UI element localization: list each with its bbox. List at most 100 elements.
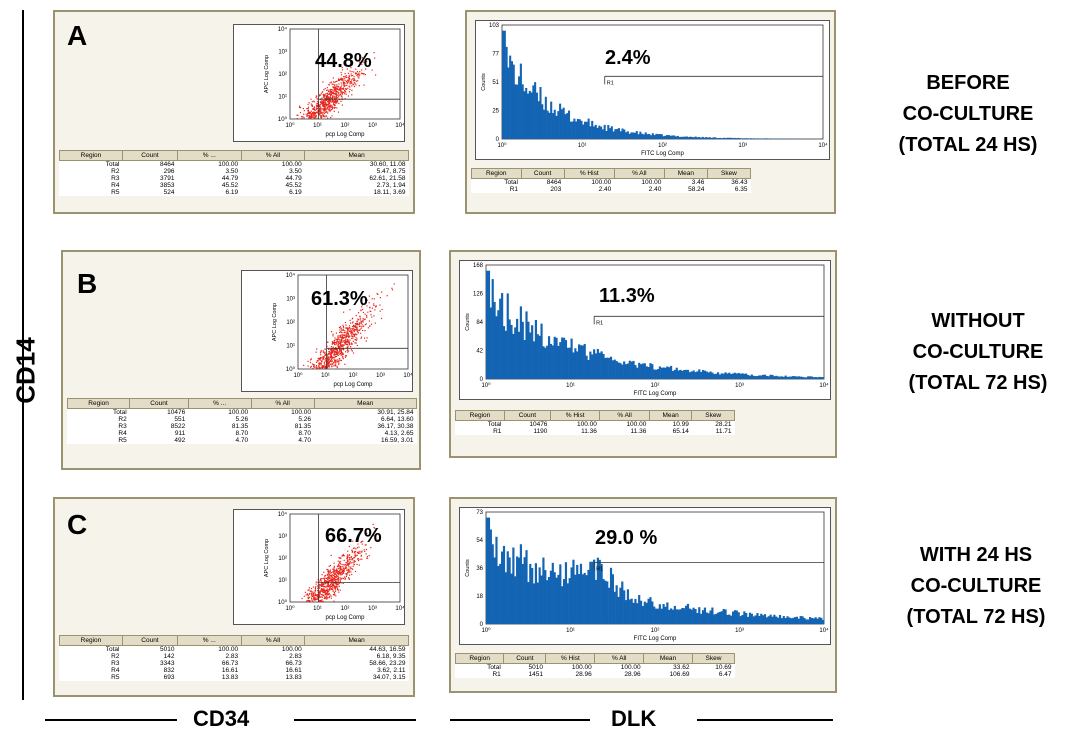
scatter-point (313, 597, 315, 599)
panel-letter-c: C (67, 509, 88, 540)
scatter-point (338, 102, 340, 105)
scatter-point (331, 100, 333, 102)
scatter-point (323, 94, 325, 96)
scatter-point (316, 117, 318, 119)
scatter-point (321, 97, 323, 99)
scatter-point (339, 589, 341, 591)
scatter-point (339, 326, 341, 328)
scatter-point (345, 332, 347, 334)
histogram-bar (690, 609, 693, 624)
scatter-point (325, 580, 327, 582)
scatter-point (345, 327, 348, 329)
histogram-bar (540, 323, 543, 379)
histogram-bar (593, 349, 596, 379)
scatter-point (347, 571, 349, 573)
histogram-bar (658, 366, 661, 379)
scatter-point (357, 552, 360, 554)
histogram-bar (739, 616, 742, 624)
scatter-point (331, 576, 333, 578)
scatter-point (341, 95, 343, 97)
scatter-point (332, 81, 335, 83)
scatter-point (337, 348, 339, 350)
scatter-point (314, 599, 316, 601)
scatter-point (324, 591, 326, 593)
histogram-bar (592, 126, 596, 139)
scatter-point (357, 318, 359, 320)
scatter-point (364, 313, 366, 315)
histogram-bar (788, 376, 791, 379)
scatter-point (330, 352, 332, 355)
histogram-bar (532, 583, 536, 624)
scatter-point (320, 117, 322, 119)
scatter-point (342, 571, 344, 573)
histogram-bar (674, 136, 678, 139)
scatter-point (315, 367, 318, 369)
scatter-point (333, 357, 335, 359)
scatter-point (328, 102, 330, 104)
scatter-point (350, 556, 352, 559)
scatter-point (347, 556, 349, 558)
scatter-point (333, 106, 335, 108)
histogram-bar (698, 607, 701, 624)
histogram-bar (585, 575, 588, 624)
scatter-point (315, 95, 317, 97)
scatter-point (333, 578, 335, 580)
table-cell: 33.62 (673, 664, 690, 671)
scatter-point (327, 597, 329, 599)
scatter-point (334, 586, 336, 588)
scatter-point (330, 583, 332, 585)
scatter-point (318, 600, 320, 602)
scatter-point (323, 597, 325, 600)
scatter-point (324, 597, 326, 599)
scatter-point (320, 116, 322, 118)
scatter-point (363, 84, 365, 86)
scatter-point (320, 362, 322, 365)
histogram-bar (688, 608, 691, 624)
histogram-bar (717, 137, 720, 139)
histogram-bar (733, 372, 737, 379)
scatter-point (350, 342, 352, 344)
histogram-bar (612, 131, 615, 139)
scatter-point (350, 75, 352, 77)
scatter-point (339, 560, 341, 563)
scatter-point (347, 342, 349, 344)
scatter-point (340, 568, 342, 570)
histogram-bar (728, 614, 731, 624)
scatter-point (323, 596, 326, 598)
scatter-point (318, 596, 320, 598)
scatter-point (330, 574, 332, 577)
histogram-bar (578, 344, 581, 379)
histogram-bar (716, 138, 719, 139)
scatter-point (307, 589, 309, 591)
scatter-point (318, 363, 320, 365)
scatter-point (328, 103, 330, 105)
histogram-bar (763, 374, 767, 379)
scatter-point (346, 555, 348, 557)
scatter-point (324, 107, 326, 109)
histogram-bar (765, 375, 768, 379)
histogram-bar (523, 557, 526, 624)
scatter-point (346, 332, 348, 334)
scatter-point (321, 593, 323, 596)
scatter-point (338, 358, 340, 360)
scatter-point (356, 547, 359, 549)
scatter-point (342, 340, 344, 342)
table-cell: 6.47 (718, 671, 732, 678)
histogram-percent-b: 11.3% (599, 285, 655, 307)
scatter-point (319, 113, 321, 115)
table-header-cell: Mean (304, 150, 409, 161)
scatter-point (311, 114, 313, 116)
scatter-point (329, 82, 331, 84)
scatter-point (333, 365, 335, 367)
scatter-point (335, 93, 337, 95)
histogram-bar (534, 319, 537, 379)
histogram-bar (550, 101, 553, 139)
scatter-point (319, 585, 321, 588)
histogram-bar (503, 30, 506, 140)
scatter-point (361, 540, 363, 543)
scatter-point (339, 568, 342, 570)
scatter-point (307, 360, 309, 362)
table-cell: 58.66, 23.29 (369, 660, 406, 667)
scatter-point (330, 354, 333, 356)
histogram-bar (723, 137, 726, 139)
